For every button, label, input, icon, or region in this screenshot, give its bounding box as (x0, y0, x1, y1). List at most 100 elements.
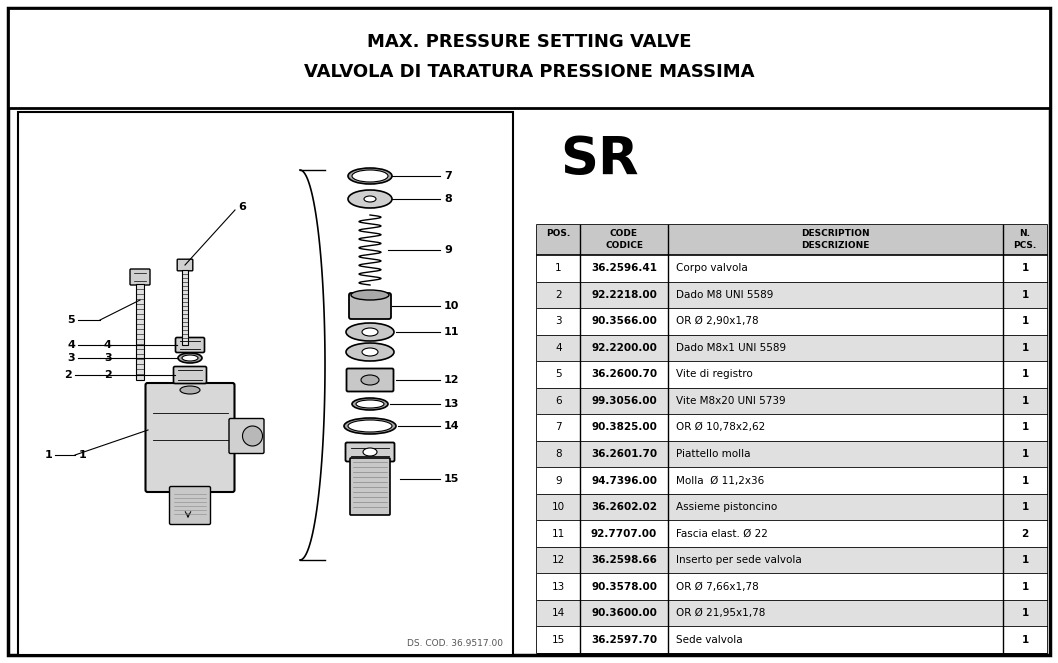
Bar (18, 112, 513, 655)
Text: 3: 3 (68, 353, 75, 363)
FancyBboxPatch shape (177, 259, 193, 271)
Text: 1: 1 (1021, 555, 1028, 565)
Text: 12: 12 (444, 375, 459, 385)
Bar (537, 547, 1047, 573)
Ellipse shape (346, 323, 394, 341)
Text: 7: 7 (555, 422, 562, 432)
Text: 92.2218.00: 92.2218.00 (591, 290, 657, 300)
Text: 8: 8 (444, 194, 452, 204)
Text: Dado M8 UNI 5589: Dado M8 UNI 5589 (676, 290, 773, 300)
FancyBboxPatch shape (346, 442, 395, 461)
Text: 2: 2 (104, 370, 112, 380)
Text: 15: 15 (552, 634, 565, 644)
Bar (537, 573, 1047, 600)
Text: OR Ø 2,90x1,78: OR Ø 2,90x1,78 (676, 316, 759, 326)
Ellipse shape (348, 168, 393, 184)
Text: 92.2200.00: 92.2200.00 (591, 343, 657, 353)
Text: 36.2600.70: 36.2600.70 (591, 369, 657, 379)
Bar (537, 225, 1047, 653)
Text: 36.2601.70: 36.2601.70 (591, 449, 657, 459)
Text: 12: 12 (552, 555, 565, 565)
Text: CODE: CODE (610, 229, 638, 239)
Bar (537, 361, 1047, 388)
Ellipse shape (362, 328, 378, 336)
Text: 11: 11 (444, 327, 459, 337)
Bar (537, 388, 1047, 414)
Text: 99.3056.00: 99.3056.00 (591, 396, 657, 406)
Ellipse shape (363, 448, 377, 456)
Text: Molla  Ø 11,2x36: Molla Ø 11,2x36 (676, 475, 764, 485)
Text: 5: 5 (555, 369, 562, 379)
Text: N.: N. (1020, 229, 1030, 239)
Bar (537, 308, 1047, 335)
Text: 36.2602.02: 36.2602.02 (591, 502, 657, 512)
Bar (537, 467, 1047, 494)
Text: Corpo valvola: Corpo valvola (676, 263, 748, 273)
Circle shape (242, 426, 262, 446)
Text: 13: 13 (444, 399, 459, 409)
Text: Sede valvola: Sede valvola (676, 634, 743, 644)
Text: 1: 1 (1021, 290, 1028, 300)
Bar (8, 8, 1050, 108)
Bar (537, 627, 1047, 653)
Text: 5: 5 (68, 315, 75, 325)
Text: 36.2597.70: 36.2597.70 (591, 634, 657, 644)
Text: 94.7396.00: 94.7396.00 (591, 475, 657, 485)
Ellipse shape (348, 420, 393, 432)
Text: DS. COD. 36.9517.00: DS. COD. 36.9517.00 (407, 638, 503, 648)
Bar (537, 600, 1047, 627)
Bar (537, 520, 1047, 547)
Text: 1: 1 (1021, 449, 1028, 459)
Text: OR Ø 21,95x1,78: OR Ø 21,95x1,78 (676, 608, 765, 618)
FancyBboxPatch shape (174, 367, 206, 383)
Ellipse shape (364, 196, 376, 202)
Text: 2: 2 (1021, 528, 1028, 538)
Text: 90.3825.00: 90.3825.00 (591, 422, 657, 432)
Ellipse shape (352, 398, 388, 410)
Bar (537, 494, 1047, 520)
Text: MAX. PRESSURE SETTING VALVE: MAX. PRESSURE SETTING VALVE (367, 33, 691, 51)
Text: 8: 8 (555, 449, 562, 459)
Text: Fascia elast. Ø 22: Fascia elast. Ø 22 (676, 528, 768, 538)
Text: Assieme pistoncino: Assieme pistoncino (676, 502, 778, 512)
Text: 10: 10 (552, 502, 565, 512)
Bar (537, 225, 1047, 255)
Bar (537, 335, 1047, 361)
Bar (537, 282, 1047, 308)
Bar (182, 270, 188, 345)
Text: 1: 1 (44, 450, 52, 460)
Text: 90.3566.00: 90.3566.00 (591, 316, 657, 326)
Text: 1: 1 (1021, 502, 1028, 512)
FancyBboxPatch shape (349, 293, 391, 319)
Text: 4: 4 (67, 340, 75, 350)
Ellipse shape (344, 418, 396, 434)
Text: 1: 1 (1021, 475, 1028, 485)
Ellipse shape (361, 375, 379, 385)
Ellipse shape (355, 400, 384, 408)
Text: 4: 4 (104, 340, 112, 350)
Text: 1: 1 (1021, 343, 1028, 353)
Text: Dado M8x1 UNI 5589: Dado M8x1 UNI 5589 (676, 343, 786, 353)
Text: DESCRIPTION: DESCRIPTION (801, 229, 870, 239)
FancyBboxPatch shape (146, 383, 235, 492)
FancyBboxPatch shape (347, 369, 394, 391)
Ellipse shape (351, 290, 389, 300)
Text: 90.3600.00: 90.3600.00 (591, 608, 657, 618)
FancyBboxPatch shape (130, 269, 150, 285)
Text: 1: 1 (79, 450, 87, 460)
Text: 10: 10 (444, 301, 459, 311)
Ellipse shape (352, 170, 388, 182)
Text: 14: 14 (552, 608, 565, 618)
Bar (537, 414, 1047, 441)
Text: 9: 9 (444, 245, 452, 255)
Text: 1: 1 (1021, 634, 1028, 644)
Text: VALVOLA DI TARATURA PRESSIONE MASSIMA: VALVOLA DI TARATURA PRESSIONE MASSIMA (304, 63, 754, 81)
Text: Inserto per sede valvola: Inserto per sede valvola (676, 555, 802, 565)
FancyBboxPatch shape (176, 337, 204, 353)
Text: 6: 6 (555, 396, 562, 406)
Text: OR Ø 10,78x2,62: OR Ø 10,78x2,62 (676, 422, 765, 432)
Ellipse shape (180, 386, 200, 394)
Text: DESCRIZIONE: DESCRIZIONE (801, 241, 870, 251)
Text: 1: 1 (1021, 316, 1028, 326)
Text: PCS.: PCS. (1014, 241, 1037, 251)
